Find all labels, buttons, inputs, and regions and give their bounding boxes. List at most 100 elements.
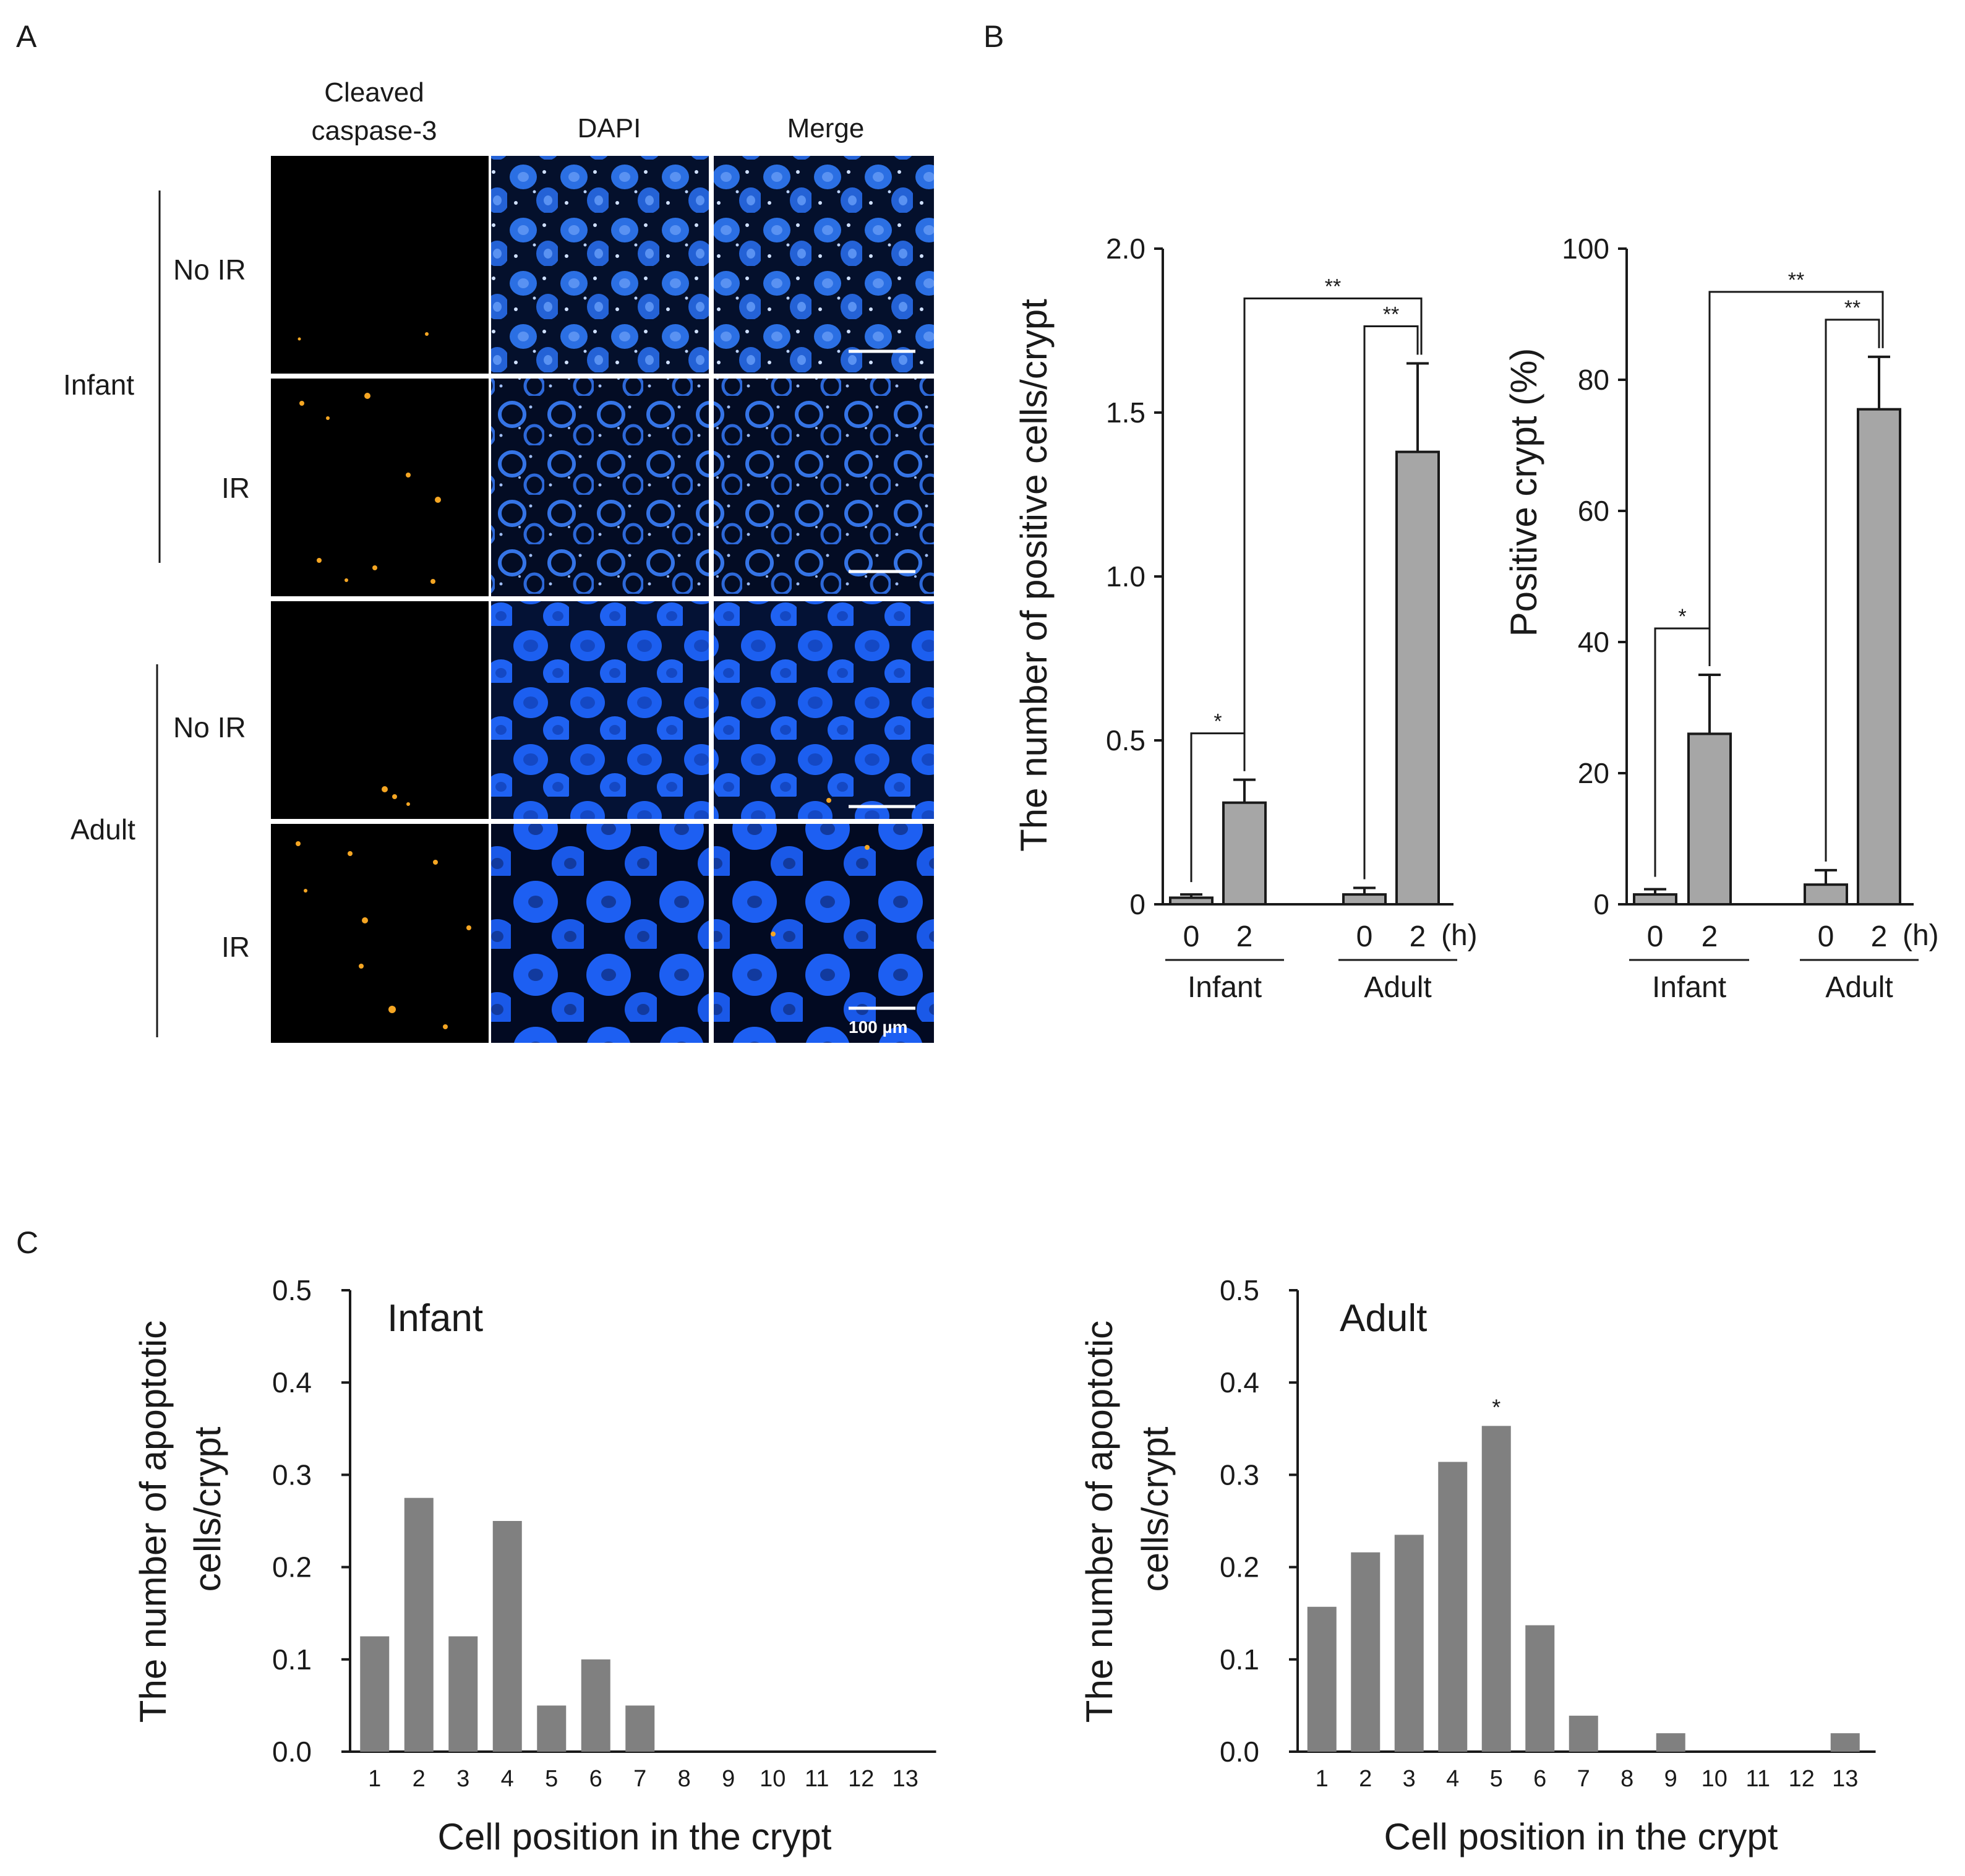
y-tick-label: 0.3	[272, 1458, 312, 1491]
bar	[1857, 408, 1901, 906]
y-tick-label: 0.0	[272, 1736, 312, 1768]
micrograph-panel: Cleaved caspase-3 DAPI Merge Infant Adul…	[63, 77, 935, 1044]
y-axis-label: The number of positive cells/crypt	[1013, 299, 1055, 852]
significance-label: **	[1844, 296, 1860, 320]
x-axis-label: Cell position in the crypt	[438, 1816, 832, 1857]
column-header-cleaved: Cleaved	[324, 77, 424, 108]
y-axis-label-line1: The number of apoptotic	[132, 1321, 174, 1723]
bar	[1804, 883, 1848, 906]
x-tick-label: 0	[1356, 920, 1373, 953]
significance-bracket	[1243, 298, 1423, 771]
x-tick-label: 7	[633, 1766, 646, 1792]
micrograph-caspase-adult-ir	[271, 824, 489, 1043]
panel-label-a: A	[16, 19, 37, 54]
y-tick-label: 0.5	[1106, 724, 1145, 756]
x-tick-label: 3	[456, 1766, 469, 1792]
column-header-dapi: DAPI	[578, 113, 641, 143]
bar	[1687, 732, 1732, 906]
y-tick-label: 100	[1562, 233, 1609, 265]
x-tick-label: 5	[545, 1766, 558, 1792]
group-label: Adult	[1825, 971, 1893, 1004]
y-tick-label: 80	[1578, 364, 1609, 396]
x-unit-label: (h)	[1441, 919, 1478, 952]
x-unit-label: (h)	[1903, 919, 1939, 952]
micrograph-merge-infant-ir	[714, 379, 934, 596]
x-tick-label: 8	[678, 1766, 691, 1792]
significance-label: *	[1678, 605, 1686, 628]
x-tick-label: 8	[1620, 1766, 1633, 1792]
y-axis-label-line2: cells/crypt	[1134, 1426, 1176, 1591]
significance-bracket	[1363, 325, 1419, 880]
y-tick-label: 0.3	[1220, 1458, 1259, 1491]
x-tick-label: 2	[1702, 920, 1718, 953]
x-tick-label: 5	[1490, 1766, 1503, 1792]
micrograph-dapi-adult-noir	[491, 601, 709, 819]
chart-histogram-adult: 0.0 0.1 0.2 0.3 0.4 0.5 The number of apoptoti…	[1079, 1274, 1876, 1857]
scale-bars	[849, 349, 915, 1010]
significance-label: **	[1788, 268, 1804, 292]
x-tick-label: 11	[1746, 1766, 1770, 1792]
bar	[448, 1636, 478, 1752]
y-tick-label: 1.5	[1106, 396, 1145, 429]
bar	[1342, 893, 1387, 906]
bar	[1351, 1552, 1381, 1752]
y-tick-label: 20	[1578, 757, 1609, 789]
y-tick-label: 40	[1578, 626, 1609, 658]
x-tick-label: 2	[1871, 920, 1888, 953]
y-axis-label: Positive crypt (%)	[1503, 348, 1544, 637]
y-tick-label: 2.0	[1106, 233, 1145, 265]
x-tick-label: 0	[1647, 920, 1664, 953]
x-tick-label: 2	[1236, 920, 1253, 953]
bar	[1394, 1535, 1424, 1752]
bar	[537, 1705, 567, 1752]
y-tick-label: 0	[1129, 888, 1145, 920]
y-tick-label: 0.2	[1220, 1551, 1259, 1583]
x-tick-label: 2	[1359, 1766, 1372, 1792]
micrograph-caspase-infant-noir	[271, 156, 489, 374]
row-label-adult-noir: No IR	[173, 711, 246, 743]
x-tick-label: 12	[848, 1766, 874, 1792]
y-tick-label: 0.5	[272, 1274, 312, 1306]
y-tick-label: 0.5	[1220, 1274, 1259, 1306]
x-tick-label: 12	[1789, 1766, 1815, 1792]
bar	[1307, 1606, 1337, 1752]
bar	[1395, 450, 1440, 906]
group-label-infant: Infant	[63, 369, 134, 401]
y-tick-label: 0.4	[272, 1366, 312, 1398]
x-tick-label: 10	[760, 1766, 786, 1792]
micrograph-dapi-infant-noir	[491, 156, 709, 374]
micrograph-merge-adult-noir	[714, 601, 934, 819]
significance-label: *	[1214, 710, 1222, 734]
micrograph-merge-adult-ir	[714, 824, 934, 1043]
x-tick-label: 4	[501, 1766, 514, 1792]
x-tick-label: 9	[1664, 1766, 1677, 1792]
significance-bracket	[1825, 319, 1880, 862]
panel-label-b: B	[983, 19, 1004, 54]
group-label: Adult	[1364, 971, 1431, 1004]
x-tick-label: 0	[1818, 920, 1834, 953]
micrograph-dapi-infant-ir	[491, 379, 709, 596]
scale-bar-label: 100 µm	[849, 1017, 908, 1037]
bar	[1569, 1715, 1598, 1752]
charts-layer: 0 0.5 1.0 1.5 2.0 The number of positive cell…	[132, 233, 1939, 1857]
bar	[492, 1521, 522, 1752]
x-tick-label: 6	[1533, 1766, 1546, 1792]
x-tick-label: 3	[1403, 1766, 1416, 1792]
bar	[625, 1705, 655, 1752]
y-axis-label-line2: cells/crypt	[187, 1426, 228, 1591]
x-tick-label: 9	[722, 1766, 735, 1792]
x-tick-label: 13	[1832, 1766, 1858, 1792]
y-tick-label: 0.1	[272, 1643, 312, 1676]
significance-label: *	[1492, 1394, 1501, 1420]
x-tick-label: 7	[1577, 1766, 1590, 1792]
bar	[360, 1636, 390, 1752]
bar	[404, 1497, 434, 1752]
x-tick-label: 2	[1410, 920, 1426, 953]
bar	[1656, 1733, 1685, 1752]
bar	[1830, 1733, 1860, 1752]
micrograph-caspase-infant-ir	[271, 379, 489, 596]
chart-title: Adult	[1340, 1297, 1427, 1340]
y-tick-label: 0.1	[1220, 1643, 1259, 1676]
